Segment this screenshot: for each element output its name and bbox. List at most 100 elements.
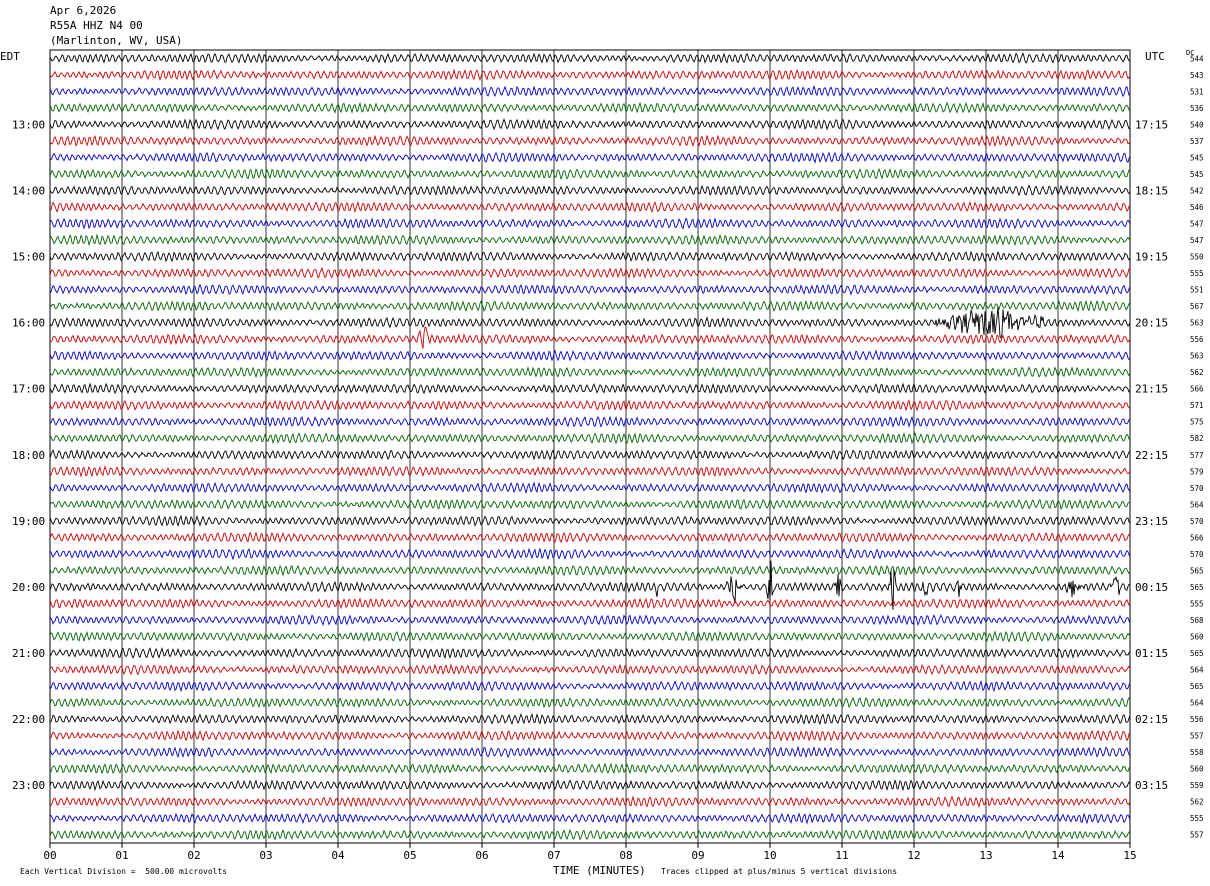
- plot-date: Apr 6,2026: [50, 4, 117, 17]
- x-tick-label: 12: [907, 849, 920, 862]
- right-hour-label: 21:15: [1135, 383, 1168, 396]
- right-hour-label: 03:15: [1135, 779, 1168, 792]
- dc-offset-label: 545: [1190, 170, 1204, 179]
- left-hour-label: 17:00: [12, 383, 45, 396]
- dc-offset-label: 560: [1190, 765, 1204, 774]
- left-hour-label: 16:00: [12, 317, 45, 330]
- trace-line-row-18: [49, 349, 1131, 362]
- trace-line-row-35: [49, 630, 1131, 643]
- plot-frame: [49, 49, 1131, 844]
- trace-line-row-5: [49, 134, 1131, 148]
- right-hour-label: 19:15: [1135, 251, 1168, 264]
- scale-note: Each Vertical Division = 500.00 microvol…: [20, 867, 228, 876]
- dc-offset-label: 545: [1190, 153, 1204, 162]
- trace-line-row-43: [49, 762, 1131, 775]
- trace-line-row-30: [49, 547, 1131, 561]
- right-hour-label: 18:15: [1135, 184, 1168, 197]
- trace-line-row-9: [49, 200, 1131, 214]
- dc-offset-label: 566: [1190, 533, 1204, 542]
- trace-line-row-21: [49, 399, 1131, 412]
- trace-line-row-17: [49, 326, 1131, 349]
- trace-line-row-34: [49, 614, 1131, 627]
- dc-offset-label: 557: [1190, 831, 1204, 840]
- dc-offset-label: 565: [1190, 583, 1204, 592]
- dc-offset-label: 564: [1190, 500, 1204, 509]
- trace-line-row-0: [49, 52, 1131, 64]
- trace-line-row-23: [49, 431, 1131, 445]
- dc-offset-label: 555: [1190, 269, 1204, 278]
- trace-line-row-40: [49, 712, 1131, 726]
- x-tick-label: 07: [547, 849, 560, 862]
- dc-offset-label: 566: [1190, 385, 1204, 394]
- x-tick-label: 06: [475, 849, 488, 862]
- dc-offset-label: 567: [1190, 302, 1204, 311]
- dc-offset-label: 559: [1190, 781, 1204, 790]
- dc-offset-label: 558: [1190, 748, 1204, 757]
- left-hour-label: 13:00: [12, 118, 45, 131]
- dc-offset-label: 547: [1190, 219, 1204, 228]
- clip-note: Traces clipped at plus/minus 5 vertical …: [661, 867, 898, 876]
- dc-offset-label: 555: [1190, 814, 1204, 823]
- trace-line-row-3: [49, 101, 1131, 114]
- dc-offset-label: 564: [1190, 666, 1204, 675]
- trace-line-row-44: [49, 779, 1131, 792]
- dc-offset-label: 579: [1190, 467, 1204, 476]
- trace-line-row-10: [49, 217, 1131, 230]
- trace-line-row-7: [49, 167, 1131, 181]
- dc-offset-label: 570: [1190, 517, 1204, 526]
- trace-line-row-41: [49, 729, 1131, 742]
- dc-offset-label: 551: [1190, 286, 1204, 295]
- trace-line-row-14: [49, 283, 1131, 296]
- trace-line-row-8: [49, 184, 1131, 197]
- trace-line-row-4: [49, 117, 1131, 131]
- x-tick-label: 09: [691, 849, 704, 862]
- trace-line-row-32: [49, 560, 1131, 610]
- dc-offset-label: 562: [1190, 798, 1204, 807]
- right-hour-label: 22:15: [1135, 449, 1168, 462]
- trace-line-row-27: [49, 498, 1130, 511]
- right-timezone-label: UTC: [1145, 50, 1165, 63]
- dc-offset-label: 555: [1190, 599, 1204, 608]
- dc-offset-label: 546: [1190, 203, 1204, 212]
- x-tick-label: 11: [835, 849, 848, 862]
- trace-line-row-19: [49, 366, 1131, 379]
- left-timezone-label: EDT: [0, 50, 20, 63]
- left-hour-label: 20:00: [12, 581, 45, 594]
- left-hour-label: 22:00: [12, 713, 45, 726]
- dc-offset-label: 570: [1190, 484, 1204, 493]
- dc-offset-label: 560: [1190, 632, 1204, 641]
- trace-line-row-29: [49, 531, 1131, 544]
- trace-line-row-22: [49, 415, 1131, 428]
- right-hour-label: 02:15: [1135, 713, 1168, 726]
- dc-offset-label: 577: [1190, 451, 1204, 460]
- x-tick-label: 15: [1123, 849, 1136, 862]
- dc-offset-label: 540: [1190, 120, 1204, 129]
- dc-offset-label: 575: [1190, 418, 1204, 427]
- dc-offset-label: 537: [1190, 137, 1204, 146]
- trace-line-row-6: [49, 151, 1131, 164]
- dc-offset-label: 565: [1190, 649, 1204, 658]
- trace-line-row-20: [49, 382, 1131, 395]
- trace-line-row-13: [49, 266, 1131, 280]
- dc-offset-label: 562: [1190, 368, 1204, 377]
- x-tick-label: 03: [259, 849, 272, 862]
- trace-line-row-37: [49, 663, 1131, 676]
- dc-offset-label: 556: [1190, 335, 1204, 344]
- dc-offset-label: 543: [1190, 71, 1204, 80]
- x-tick-label: 01: [115, 849, 128, 862]
- dc-offset-label: 563: [1190, 352, 1204, 361]
- x-tick-label: 05: [403, 849, 416, 862]
- trace-line-row-47: [49, 828, 1131, 841]
- left-hour-label: 15:00: [12, 251, 45, 264]
- dc-offset-label: 536: [1190, 104, 1204, 113]
- dc-offset-label: 547: [1190, 236, 1204, 245]
- right-hour-label: 17:15: [1135, 118, 1168, 131]
- trace-line-row-46: [49, 812, 1131, 825]
- trace-line-row-45: [49, 795, 1131, 808]
- left-hour-label: 18:00: [12, 449, 45, 462]
- right-hour-label: 23:15: [1135, 515, 1168, 528]
- trace-line-row-2: [49, 84, 1131, 98]
- left-hour-label: 19:00: [12, 515, 45, 528]
- dc-offset-label: 557: [1190, 732, 1204, 741]
